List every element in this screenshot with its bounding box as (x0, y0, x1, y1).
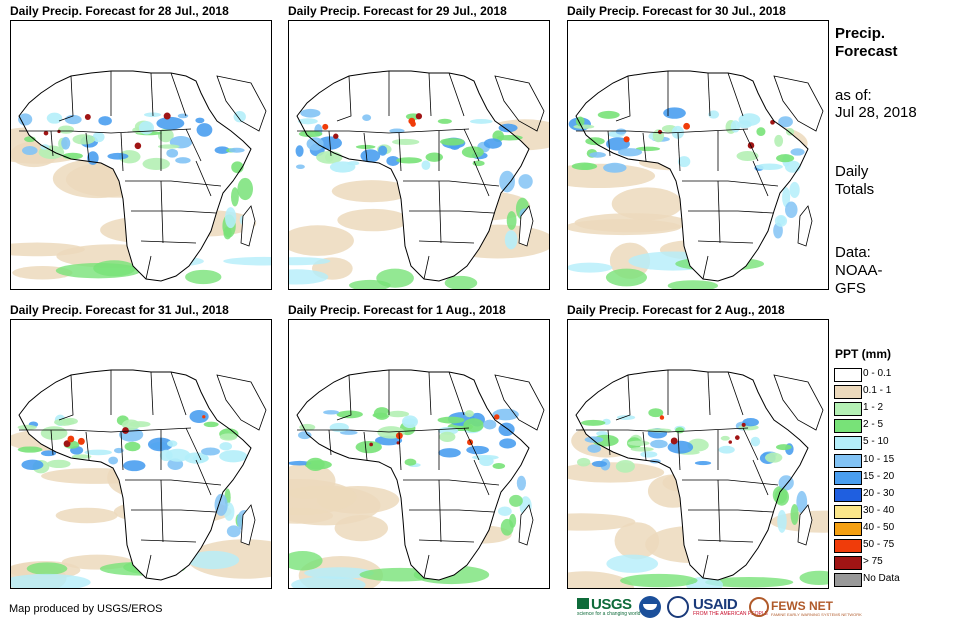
legend-swatch (834, 504, 862, 519)
credit-text: Map produced by USGS/EROS (9, 603, 163, 615)
precip-map (567, 319, 829, 589)
africa-map (11, 369, 271, 588)
legend-item: 40 - 50 (834, 520, 954, 536)
precip-map (10, 20, 272, 290)
legend-swatch (834, 556, 862, 571)
legend-item: 30 - 40 (834, 503, 954, 519)
usaid-logo: USAID FROM THE AMERICAN PEOPLE (693, 596, 768, 618)
legend-label: 50 - 75 (863, 539, 895, 550)
legend-swatch (834, 521, 862, 536)
legend-item: 20 - 30 (834, 486, 954, 502)
africa-map (289, 369, 545, 588)
noaa-logo-icon (639, 596, 661, 618)
asof-date: Jul 28, 2018 (835, 104, 917, 121)
legend-item: 15 - 20 (834, 469, 954, 485)
legend-label: 5 - 10 (863, 436, 889, 448)
fews-tagline: FAMINE EARLY WARNING SYSTEMS NETWORK (771, 612, 862, 617)
totals-line-2: Totals (835, 181, 875, 198)
data-source-1: Data: (835, 244, 871, 261)
precip-map (288, 20, 550, 290)
usgs-tagline: science for a changing world (577, 611, 641, 617)
usgs-logo-text: USGS (591, 596, 632, 613)
legend-label: 0 - 0.1 (863, 368, 892, 379)
legend-label: No Data (863, 573, 900, 585)
legend-label: 2 - 5 (863, 419, 884, 431)
legend-label: 0.1 - 1 (863, 385, 892, 397)
legend-item: > 75 (834, 554, 954, 571)
asof-label: as of: (835, 87, 872, 104)
legend-label: 15 - 20 (863, 470, 895, 482)
legend-item: 1 - 2 (834, 400, 954, 417)
totals-line-1: Daily (835, 163, 869, 180)
africa-map (11, 70, 271, 285)
map-panel-6: Daily Precip. Forecast for 2 Aug., 2018 (567, 299, 829, 589)
legend-label: 1 - 2 (863, 402, 884, 414)
legend-title: PPT (mm) (835, 347, 892, 361)
legend-swatch (834, 368, 862, 382)
legend-swatch (834, 470, 862, 485)
precip-map (288, 319, 550, 589)
data-source-3: GFS (835, 280, 866, 297)
panel-title: Daily Precip. Forecast for 1 Aug., 2018 (288, 303, 506, 317)
africa-map (289, 70, 549, 289)
panel-title: Daily Precip. Forecast for 2 Aug., 2018 (567, 303, 785, 317)
legend-swatch (834, 453, 862, 468)
usgs-wave-icon (577, 598, 589, 609)
legend-label: > 75 (863, 556, 883, 568)
legend-label: 10 - 15 (863, 453, 895, 465)
map-panel-5: Daily Precip. Forecast for 1 Aug., 2018 (288, 299, 550, 589)
legend-item: 0.1 - 1 (834, 383, 954, 400)
side-title-2: Forecast (835, 43, 898, 60)
map-panel-2: Daily Precip. Forecast for 29 Jul., 2018 (288, 0, 550, 290)
legend-item: 2 - 5 (834, 417, 954, 434)
africa-map (568, 70, 824, 289)
partner-logos: USGS science for a changing world USAID … (577, 596, 862, 620)
legend-swatch (834, 385, 862, 400)
panel-title: Daily Precip. Forecast for 31 Jul., 2018 (10, 303, 229, 317)
africa-map (568, 369, 828, 588)
usgs-logo: USGS science for a changing world (577, 596, 640, 618)
legend-item: No Data (834, 571, 954, 588)
panel-title: Daily Precip. Forecast for 28 Jul., 2018 (10, 4, 229, 18)
precip-map (567, 20, 829, 290)
legend-item: 5 - 10 (834, 434, 954, 451)
legend-item: 50 - 75 (834, 537, 954, 553)
fews-globe-icon (749, 597, 769, 617)
panel-title: Daily Precip. Forecast for 29 Jul., 2018 (288, 4, 507, 18)
legend-swatch (834, 436, 862, 451)
legend-label: 30 - 40 (863, 504, 895, 516)
side-title-1: Precip. (835, 25, 886, 42)
map-panel-3: Daily Precip. Forecast for 30 Jul., 2018 (567, 0, 829, 290)
legend-swatch (834, 419, 862, 434)
legend-swatch (834, 573, 862, 588)
legend-item: 0 - 0.1 (834, 366, 954, 382)
data-source-2: NOAA- (835, 262, 883, 279)
legend-swatch (834, 487, 862, 502)
panel-title: Daily Precip. Forecast for 30 Jul., 2018 (567, 4, 786, 18)
legend-label: 40 - 50 (863, 521, 895, 533)
map-panel-4: Daily Precip. Forecast for 31 Jul., 2018 (10, 299, 272, 589)
legend-label: 20 - 30 (863, 487, 895, 499)
usaid-seal-icon (667, 596, 689, 618)
legend-swatch (834, 539, 862, 553)
usaid-tagline: FROM THE AMERICAN PEOPLE (693, 611, 768, 617)
usaid-logo-text: USAID (693, 596, 738, 613)
map-panel-1: Daily Precip. Forecast for 28 Jul., 2018 (10, 0, 272, 290)
fews-logo-text: FEWS NET (771, 599, 833, 613)
legend-swatch (834, 402, 862, 417)
precip-map (10, 319, 272, 589)
legend-item: 10 - 15 (834, 452, 954, 468)
fews-net-logo: FEWS NET FAMINE EARLY WARNING SYSTEMS NE… (749, 596, 862, 618)
